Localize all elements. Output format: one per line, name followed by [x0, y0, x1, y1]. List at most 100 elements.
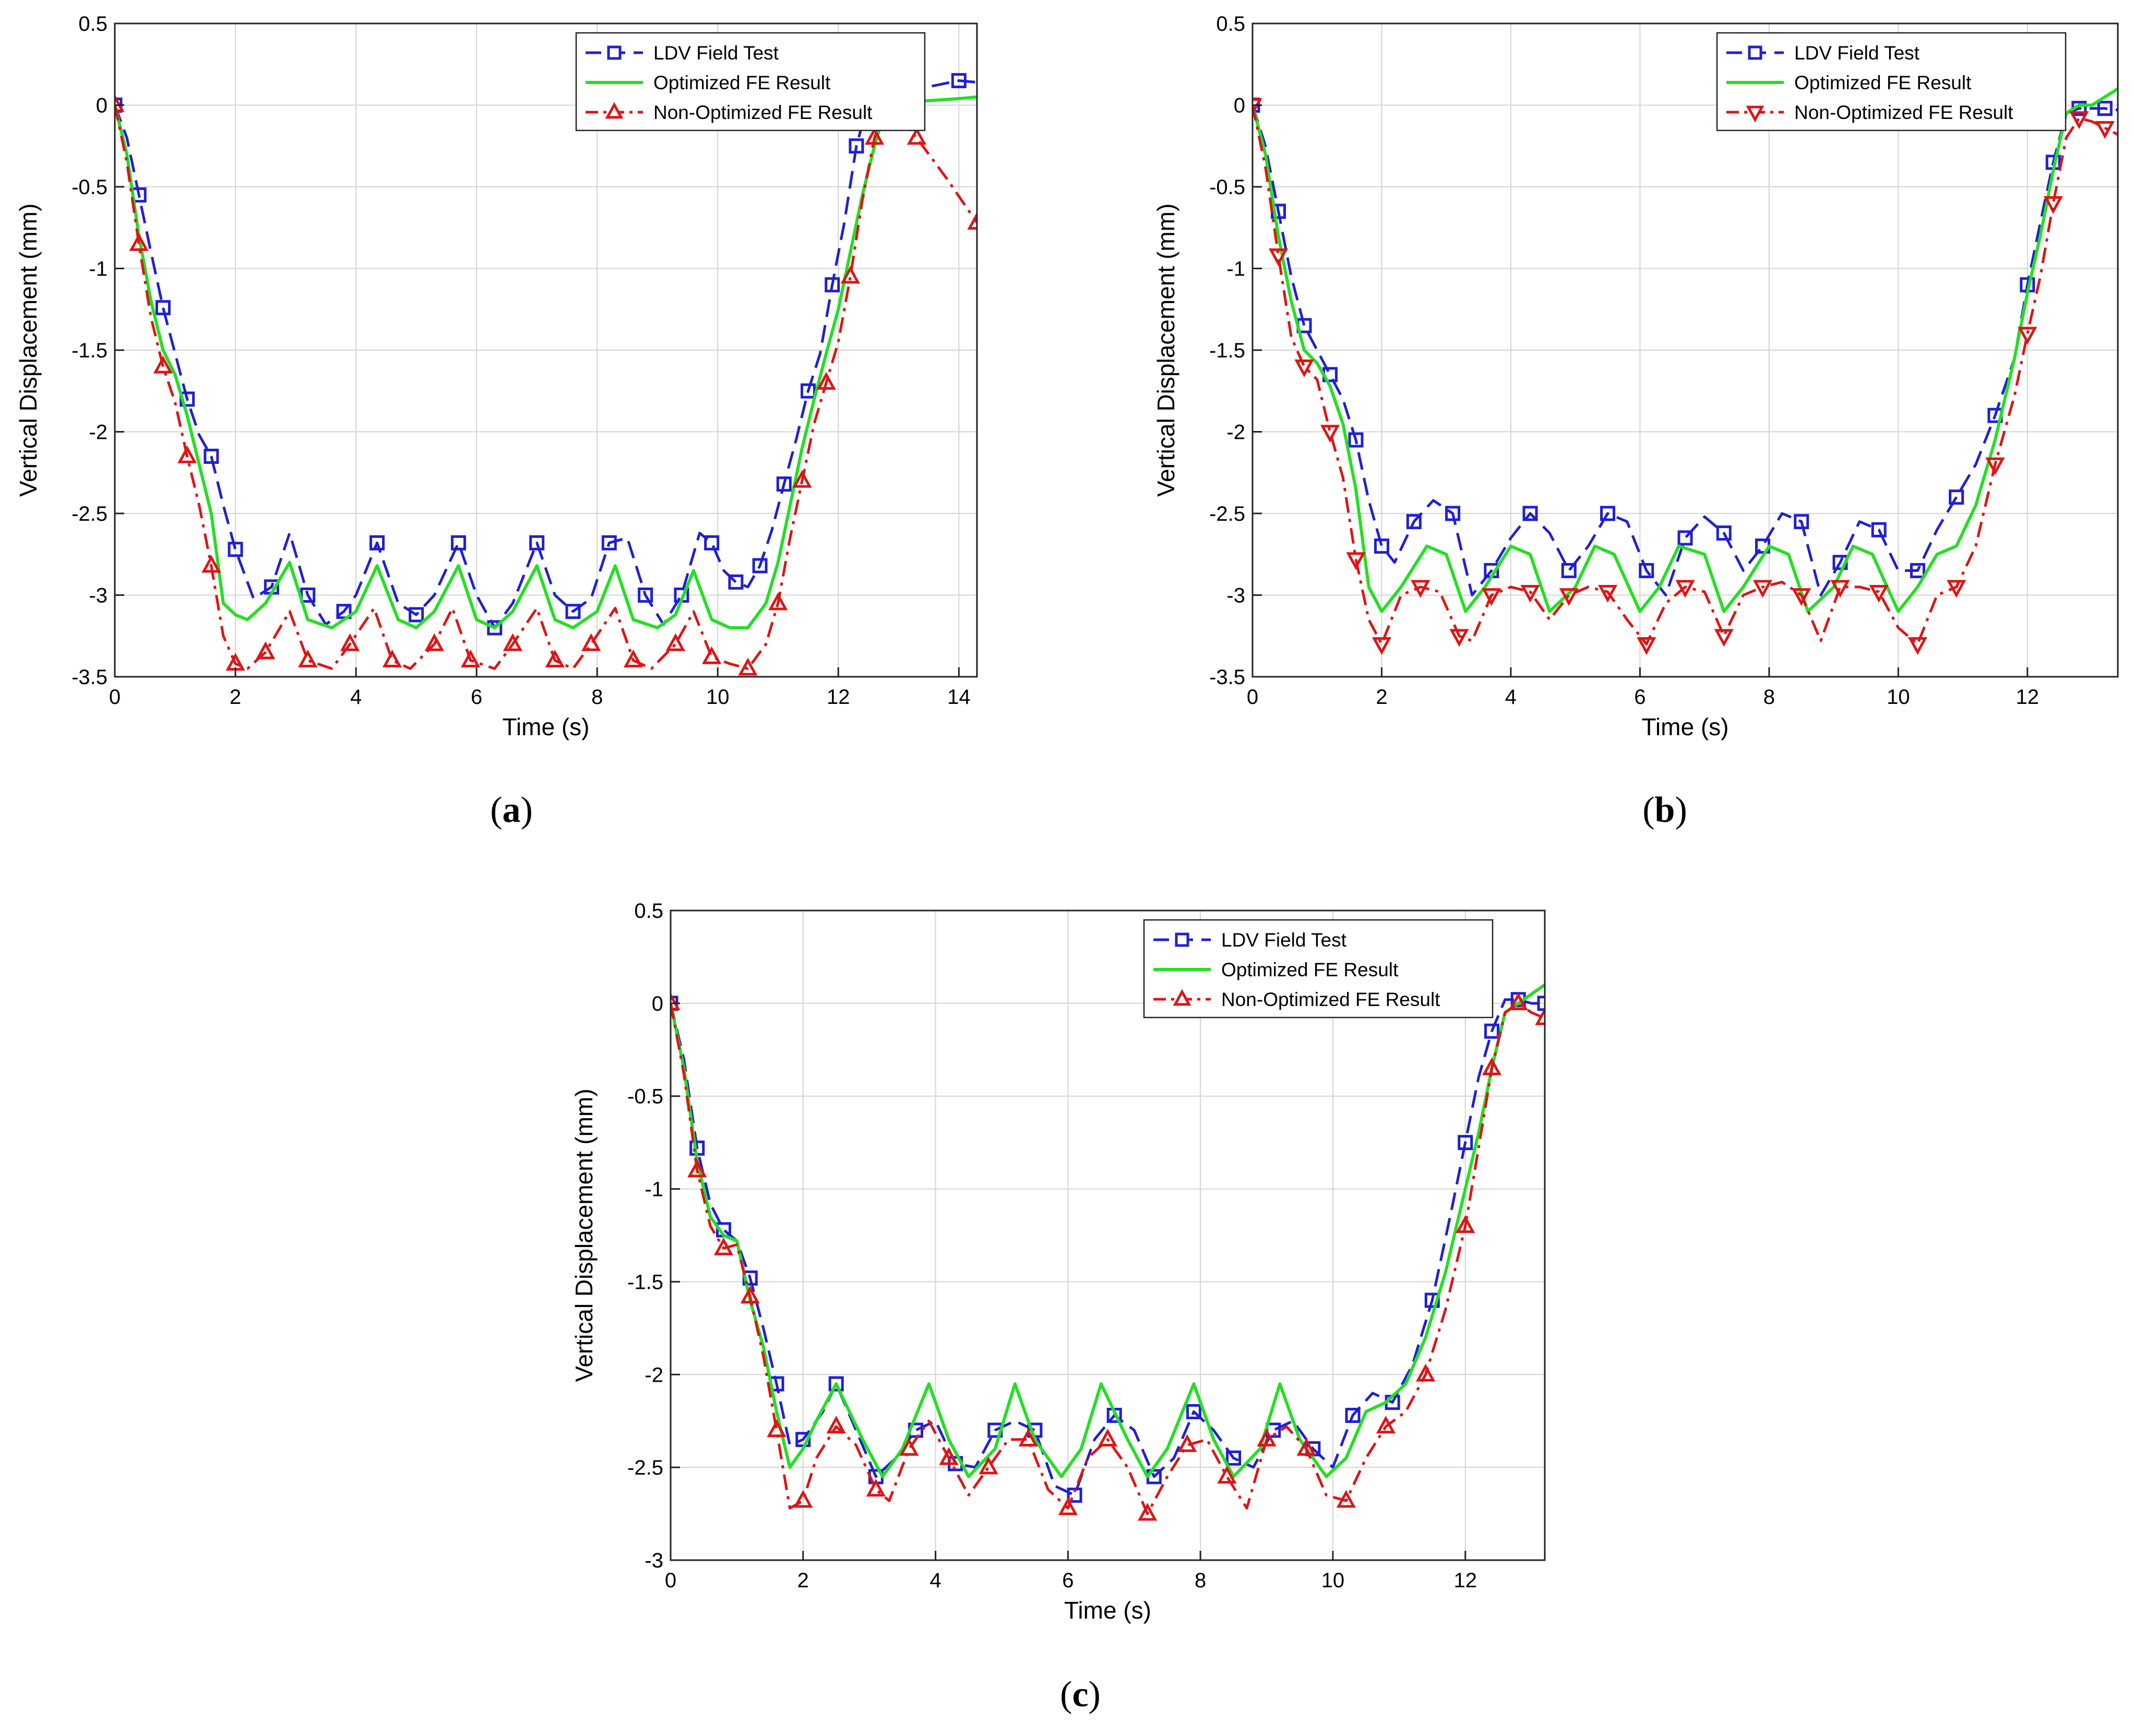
- x-axis-title: Time (s): [1064, 1597, 1151, 1624]
- data-marker: [1482, 588, 1501, 606]
- series-ldv: [115, 73, 977, 636]
- series-nonoptimized: [671, 992, 1545, 1521]
- data-marker: [907, 127, 927, 145]
- x-tick-label: 0: [109, 686, 121, 709]
- x-tick-label: 6: [1062, 1569, 1074, 1592]
- data-marker: [1910, 563, 1925, 579]
- data-marker: [2097, 101, 2113, 116]
- data-marker: [1098, 1428, 1118, 1447]
- x-tick-label: 10: [706, 686, 730, 709]
- chart-c: 0 2 4 6 8 10 12 0.5 0 -0.5 -1 -1.5 -2 -2.5 -3 Time (s) V…: [570, 900, 1546, 1624]
- data-marker: [1794, 514, 1809, 530]
- data-marker: [382, 649, 402, 667]
- panel-label-a: (a): [490, 790, 533, 830]
- data-marker: [816, 372, 836, 390]
- data-marker: [1559, 588, 1579, 606]
- x-axis-title: Time (s): [503, 713, 590, 740]
- x-axis-title: Time (s): [1642, 713, 1729, 740]
- series-ldv: [671, 992, 1545, 1503]
- data-marker: [849, 138, 864, 154]
- data-marker: [702, 646, 722, 664]
- data-marker: [951, 73, 967, 89]
- series-line: [671, 983, 1545, 1478]
- legend-marker: [1175, 932, 1189, 947]
- y-tick-label: -3: [1226, 584, 1245, 607]
- data-marker: [228, 542, 243, 557]
- legend-entry-optimized: Optimized FE Result: [653, 72, 831, 93]
- data-marker: [623, 649, 643, 667]
- data-marker: [665, 633, 685, 651]
- data-marker: [671, 992, 681, 1011]
- series-line: [671, 1002, 1545, 1515]
- series-optimized: [671, 983, 1545, 1478]
- data-marker: [2018, 327, 2037, 345]
- y-tick-label: -1.5: [627, 1271, 663, 1294]
- data-marker: [1217, 1466, 1237, 1484]
- data-marker: [565, 604, 581, 619]
- series-optimized: [115, 95, 977, 630]
- chart-b: 0 2 4 6 8 10 12 0.5 0 -0.5 -1 -1.5 -2 -2.5 -3 -3.5 Time …: [1152, 13, 2119, 740]
- data-marker: [1522, 506, 1538, 521]
- data-marker: [1597, 584, 1618, 603]
- y-tick-label: 0.5: [1216, 13, 1245, 35]
- data-marker: [740, 1286, 760, 1304]
- data-marker: [1253, 98, 1262, 116]
- data-marker: [1346, 552, 1366, 570]
- data-marker: [460, 649, 481, 667]
- y-tick-label: -3: [89, 584, 108, 607]
- legend: LDV Field Test Optimized FE Result Non-Opt…: [1716, 32, 2067, 131]
- x-tick-label: 0: [1247, 686, 1258, 709]
- series-line: [671, 998, 1545, 1496]
- y-tick-label: -1.5: [71, 339, 108, 362]
- data-marker: [1537, 996, 1545, 1011]
- data-marker: [129, 233, 149, 251]
- series-optimized: [1253, 87, 2118, 613]
- y-tick-label: -2: [645, 1363, 663, 1386]
- data-marker: [369, 535, 385, 550]
- data-marker: [1376, 1416, 1396, 1434]
- data-marker: [409, 607, 424, 622]
- y-tick-label: -1.5: [1209, 339, 1245, 362]
- y-axis-title: Vertical Displacement (mm): [570, 1088, 598, 1382]
- data-marker: [1257, 1428, 1277, 1447]
- legend-entry-nonoptimized: Non-Optimized FE Result: [1794, 102, 2013, 123]
- x-tick-label: 0: [665, 1569, 676, 1592]
- data-marker: [1296, 1438, 1316, 1456]
- data-marker: [1336, 1490, 1356, 1508]
- x-tick-label: 4: [929, 1569, 941, 1592]
- data-marker: [1406, 514, 1422, 530]
- data-marker: [1411, 580, 1430, 598]
- data-marker: [1716, 525, 1732, 541]
- data-marker: [939, 1447, 959, 1465]
- y-tick-label: -3.5: [1209, 666, 1245, 689]
- data-marker: [1445, 506, 1461, 521]
- series-line: [1253, 104, 2118, 645]
- data-marker: [2069, 111, 2089, 129]
- data-marker: [1535, 1007, 1545, 1025]
- x-tick-label: 6: [471, 686, 482, 709]
- data-marker: [864, 127, 885, 145]
- data-marker: [1458, 1135, 1473, 1151]
- data-marker: [450, 535, 466, 550]
- data-marker: [1869, 584, 1889, 603]
- series-nonoptimized: [115, 94, 977, 676]
- x-tick-label: 10: [1321, 1569, 1345, 1592]
- data-marker: [115, 94, 125, 112]
- chart-a: 0 2 4 6 8 10 12 14 0.5 0 -0.5 -1 -1.5 -2 -2.5 -3 -3.5 Tim…: [15, 13, 978, 740]
- x-tick-label: 2: [230, 686, 241, 709]
- legend-entry-ldv: LDV Field Test: [1794, 42, 1920, 64]
- x-tick-label: 2: [1376, 686, 1387, 709]
- data-marker: [1348, 432, 1364, 448]
- data-marker: [155, 300, 171, 316]
- data-marker: [1177, 1434, 1197, 1452]
- y-tick-label: -0.5: [627, 1085, 663, 1108]
- y-tick-label: -1: [89, 258, 108, 281]
- legend: LDV Field Test Optimized FE Result Non-Opt…: [575, 32, 926, 131]
- y-tick-label: -0.5: [1209, 176, 1245, 199]
- data-marker: [545, 649, 565, 667]
- data-marker: [1372, 637, 1392, 655]
- legend-marker: [1173, 989, 1191, 1006]
- data-marker: [1449, 629, 1469, 647]
- legend-entry-ldv: LDV Field Test: [1221, 929, 1347, 951]
- series-line: [1253, 87, 2118, 613]
